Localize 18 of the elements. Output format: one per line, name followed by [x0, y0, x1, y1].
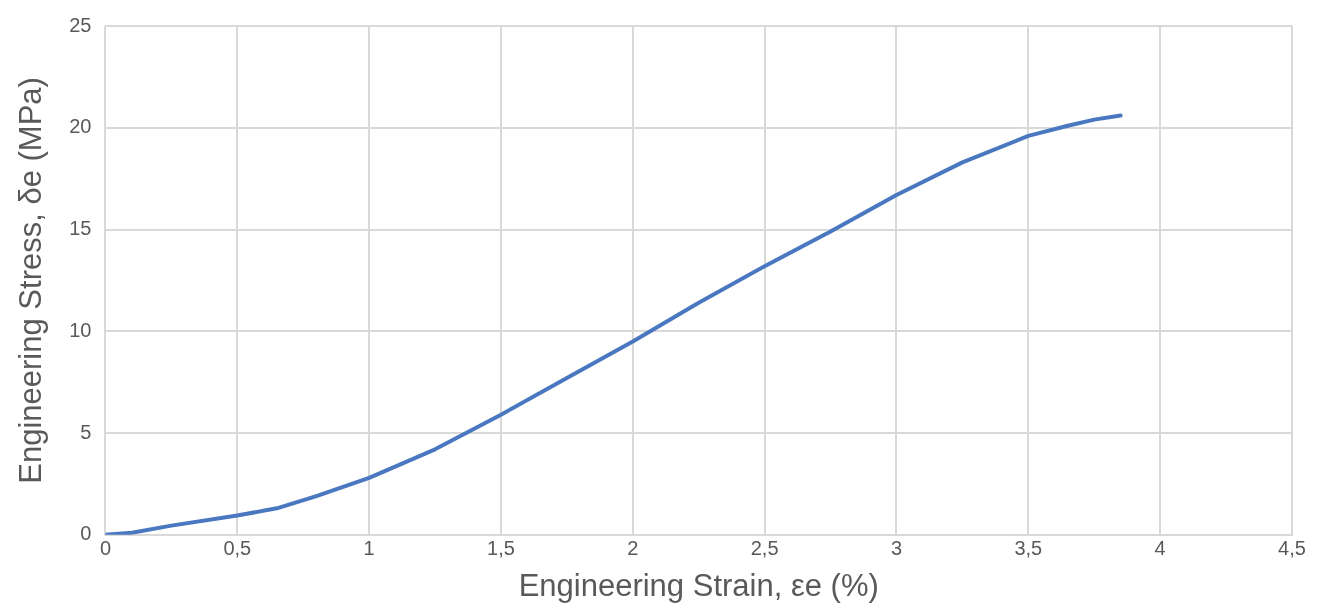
x-tick-label: 2 — [627, 537, 639, 560]
x-tick-label: 4,5 — [1278, 537, 1306, 560]
y-tick-label: 10 — [69, 318, 92, 341]
x-tick-label: 1 — [363, 537, 375, 560]
y-tick-label: 15 — [69, 217, 92, 240]
x-tick-label: 0,5 — [223, 537, 252, 560]
y-tick-label: 20 — [69, 115, 92, 138]
x-tick-label: 3,5 — [1014, 537, 1043, 560]
y-tick-label: 0 — [80, 522, 92, 545]
x-tick-label: 3 — [890, 537, 903, 560]
y-tick-label: 5 — [80, 420, 92, 443]
x-axis-title: Engineering Strain, εe (%) — [518, 567, 879, 603]
y-tick-label: 25 — [69, 13, 92, 36]
x-tick-label: 0 — [99, 537, 112, 560]
y-axis-title: Engineering Stress, δe (MPa) — [13, 77, 49, 484]
x-tick-label: 1,5 — [487, 537, 515, 560]
x-tick-label: 4 — [1154, 537, 1166, 560]
x-tick-label: 2,5 — [750, 537, 779, 560]
